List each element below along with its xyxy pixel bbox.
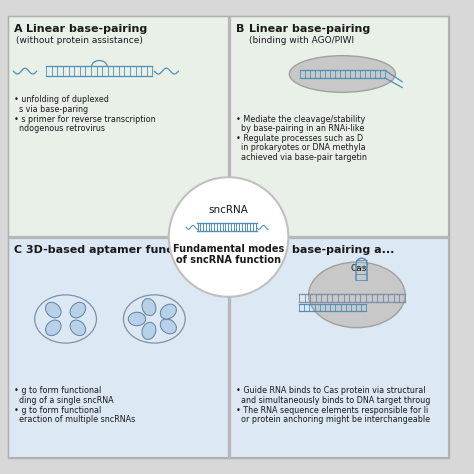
Text: achieved via base-pair targetin: achieved via base-pair targetin xyxy=(236,153,367,162)
Ellipse shape xyxy=(289,55,395,92)
Text: • Mediate the cleavage/stability: • Mediate the cleavage/stability xyxy=(236,115,365,124)
Ellipse shape xyxy=(46,302,61,318)
Text: • unfolding of duplexed: • unfolding of duplexed xyxy=(13,95,109,104)
Text: (without protein assistance): (without protein assistance) xyxy=(17,36,143,46)
Text: (binding with AGO/PIWI: (binding with AGO/PIWI xyxy=(249,36,354,46)
Text: or protein anchoring might be interchangeable: or protein anchoring might be interchang… xyxy=(236,415,430,424)
Text: of sncRNA function: of sncRNA function xyxy=(176,255,281,265)
Ellipse shape xyxy=(160,304,176,319)
Text: eraction of multiple sncRNAs: eraction of multiple sncRNAs xyxy=(13,415,135,424)
Ellipse shape xyxy=(70,302,86,318)
Text: Linear base-pairing: Linear base-pairing xyxy=(249,24,370,34)
FancyBboxPatch shape xyxy=(8,238,228,457)
Ellipse shape xyxy=(160,319,176,334)
Text: and simultaneously binds to DNA target throug: and simultaneously binds to DNA target t… xyxy=(236,396,431,405)
Text: • g to form functional: • g to form functional xyxy=(13,406,101,415)
Text: Linear base-pairing: Linear base-pairing xyxy=(26,24,147,34)
Ellipse shape xyxy=(123,295,185,343)
Text: ding of a single sncRNA: ding of a single sncRNA xyxy=(13,396,113,405)
Text: B: B xyxy=(236,24,245,34)
Text: • s primer for reverse transcription: • s primer for reverse transcription xyxy=(13,115,155,124)
Ellipse shape xyxy=(309,262,405,328)
Text: • Guide RNA binds to Cas protein via structural: • Guide RNA binds to Cas protein via str… xyxy=(236,386,426,395)
FancyBboxPatch shape xyxy=(229,238,448,457)
Text: sncRNA: sncRNA xyxy=(209,205,248,215)
Ellipse shape xyxy=(142,322,156,339)
Text: 3D-based aptamer function: 3D-based aptamer function xyxy=(26,245,197,255)
Text: D: D xyxy=(236,245,246,255)
Text: s via base-paring: s via base-paring xyxy=(13,105,88,114)
Ellipse shape xyxy=(70,320,86,336)
FancyBboxPatch shape xyxy=(229,16,448,236)
Text: Fundamental modes: Fundamental modes xyxy=(173,244,284,254)
Text: in prokaryotes or DNA methyla: in prokaryotes or DNA methyla xyxy=(236,144,366,153)
Ellipse shape xyxy=(46,320,61,336)
Text: Linear base-pairing a...: Linear base-pairing a... xyxy=(249,245,394,255)
Ellipse shape xyxy=(128,312,146,326)
Text: A: A xyxy=(13,24,22,34)
Text: Cas: Cas xyxy=(351,264,367,273)
Circle shape xyxy=(169,177,288,297)
Ellipse shape xyxy=(35,295,96,343)
Text: by base-pairing in an RNAi-like: by base-pairing in an RNAi-like xyxy=(236,124,365,133)
Text: C: C xyxy=(13,245,22,255)
Text: • g to form functional: • g to form functional xyxy=(13,386,101,395)
Text: • Regulate processes such as D: • Regulate processes such as D xyxy=(236,134,364,143)
Text: ndogenous retrovirus: ndogenous retrovirus xyxy=(13,124,104,133)
Text: • The RNA sequence elements responsible for li: • The RNA sequence elements responsible … xyxy=(236,406,428,415)
Ellipse shape xyxy=(142,299,156,316)
FancyBboxPatch shape xyxy=(8,16,228,236)
